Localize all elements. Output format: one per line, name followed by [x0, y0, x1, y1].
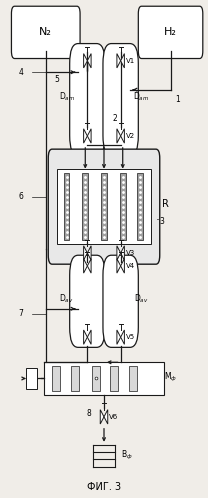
Polygon shape — [84, 54, 87, 68]
Polygon shape — [84, 129, 87, 143]
Polygon shape — [87, 259, 91, 273]
Text: D$_{av}$: D$_{av}$ — [134, 292, 149, 305]
Polygon shape — [84, 330, 87, 344]
Polygon shape — [87, 246, 91, 260]
Text: 8: 8 — [87, 409, 92, 418]
Polygon shape — [84, 259, 87, 273]
Bar — [52, 367, 60, 390]
Text: V2: V2 — [126, 133, 135, 139]
Text: N₂: N₂ — [39, 27, 52, 37]
FancyBboxPatch shape — [103, 43, 138, 155]
Bar — [92, 367, 100, 390]
Text: H₂: H₂ — [164, 27, 177, 37]
Polygon shape — [100, 410, 104, 424]
FancyBboxPatch shape — [48, 149, 160, 264]
Text: D$_{av}$: D$_{av}$ — [59, 292, 74, 305]
Text: 4: 4 — [19, 68, 24, 77]
Bar — [26, 368, 37, 389]
Text: 2: 2 — [113, 114, 118, 123]
Bar — [64, 173, 69, 240]
Bar — [82, 173, 88, 240]
Text: V4: V4 — [126, 263, 135, 269]
Polygon shape — [117, 129, 121, 143]
Polygon shape — [104, 410, 108, 424]
Text: 5: 5 — [54, 75, 59, 84]
Text: R: R — [162, 199, 169, 209]
Text: ФИГ. 3: ФИГ. 3 — [87, 482, 121, 492]
Text: 3: 3 — [159, 217, 164, 226]
Text: V1: V1 — [126, 58, 135, 64]
FancyBboxPatch shape — [70, 43, 105, 155]
Bar — [110, 367, 118, 390]
Polygon shape — [117, 246, 121, 260]
Polygon shape — [121, 246, 124, 260]
Polygon shape — [117, 54, 121, 68]
Text: M$_ф$: M$_ф$ — [164, 371, 177, 383]
Text: D$_{am}$: D$_{am}$ — [133, 91, 150, 104]
Text: B$_ф$: B$_ф$ — [121, 449, 132, 462]
Polygon shape — [87, 54, 91, 68]
Text: D$_{am}$: D$_{am}$ — [58, 91, 75, 104]
Bar — [120, 173, 126, 240]
Text: 6: 6 — [19, 192, 24, 201]
Polygon shape — [84, 246, 87, 260]
Text: V3: V3 — [126, 250, 135, 256]
Bar — [44, 363, 164, 394]
FancyBboxPatch shape — [103, 255, 138, 348]
Polygon shape — [117, 330, 121, 344]
Text: V5: V5 — [126, 334, 135, 340]
Bar — [57, 169, 151, 245]
Polygon shape — [121, 129, 124, 143]
Bar — [137, 173, 143, 240]
Polygon shape — [121, 54, 124, 68]
Text: V6: V6 — [109, 414, 118, 420]
Text: 7: 7 — [19, 309, 24, 318]
Polygon shape — [87, 129, 91, 143]
Polygon shape — [87, 330, 91, 344]
FancyBboxPatch shape — [138, 6, 203, 58]
Text: 1: 1 — [175, 95, 180, 104]
Bar — [129, 367, 137, 390]
Polygon shape — [121, 330, 124, 344]
Polygon shape — [121, 259, 124, 273]
FancyBboxPatch shape — [70, 255, 105, 348]
Bar — [71, 367, 79, 390]
Polygon shape — [117, 259, 121, 273]
FancyBboxPatch shape — [11, 6, 80, 58]
Bar — [101, 173, 107, 240]
